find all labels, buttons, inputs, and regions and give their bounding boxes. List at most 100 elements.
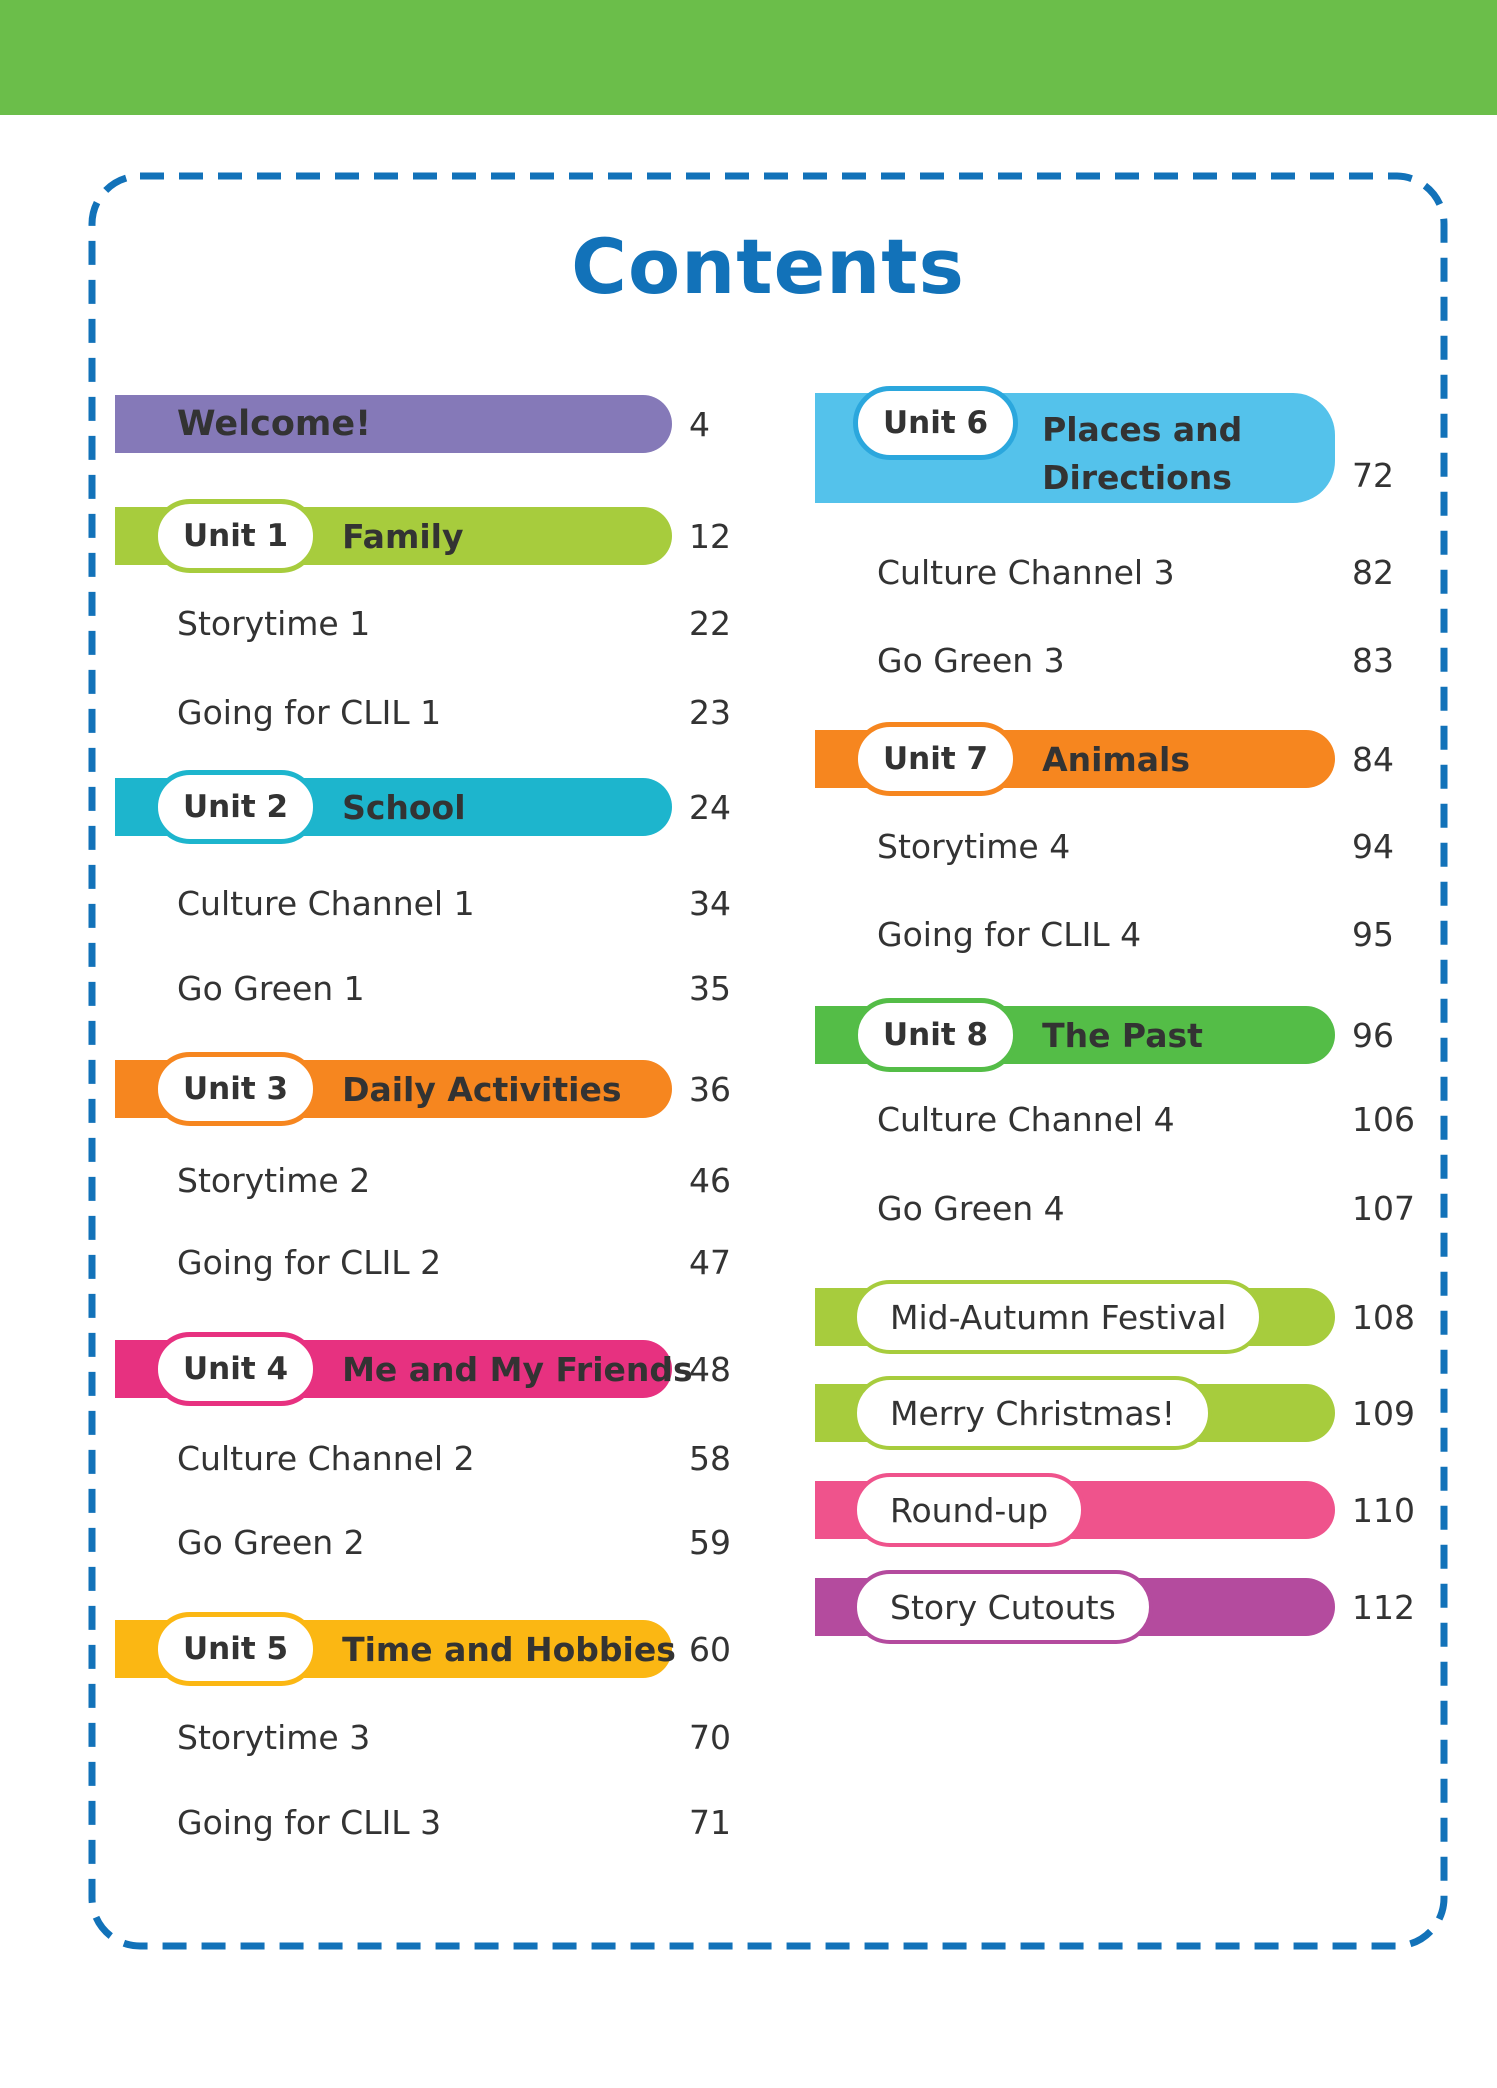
page-number: 72	[1352, 456, 1394, 495]
entry-label: Storytime 4	[877, 826, 1071, 866]
page-number: 46	[689, 1160, 731, 1200]
entry-label: Go Green 2	[177, 1522, 365, 1562]
page-number: 4	[689, 404, 710, 444]
page-number: 36	[689, 1069, 731, 1109]
entry-text-area: Storytime 4	[815, 826, 1335, 866]
entry-text-area: Go Green 4	[815, 1188, 1335, 1228]
entry-label: Go Green 3	[877, 640, 1065, 680]
page-number: 58	[689, 1438, 731, 1478]
entry-text-area: Go Green 1	[115, 968, 672, 1008]
unit-number-pill: Unit 4	[153, 1332, 319, 1406]
toc-row-culture-channel-4: Culture Channel 4 106	[815, 1099, 1415, 1139]
unit-title-line: Places and	[1042, 410, 1243, 449]
entry-label: Going for CLIL 4	[877, 914, 1142, 954]
page-number: 83	[1352, 640, 1394, 680]
page-number: 110	[1352, 1490, 1415, 1530]
entry-text-area: Going for CLIL 1	[115, 692, 672, 732]
toc-row-storytime-2: Storytime 2 46	[115, 1160, 731, 1200]
entry-text-area: Culture Channel 3	[815, 552, 1335, 592]
page-number: 59	[689, 1522, 731, 1562]
section-bar: Round-up	[815, 1473, 1335, 1547]
toc-row-storytime-4: Storytime 4 94	[815, 826, 1394, 866]
entry-text-area: Culture Channel 4	[815, 1099, 1335, 1139]
section-bar: Unit 6 Places and Directions	[815, 386, 1335, 503]
page-title: Contents	[571, 222, 965, 311]
toc-row-go-green-3: Go Green 3 83	[815, 640, 1394, 680]
unit-number-pill: Unit 5	[153, 1612, 319, 1686]
section-bar: Unit 1 Family	[115, 499, 672, 573]
section-bar: Unit 5 Time and Hobbies	[115, 1612, 676, 1686]
toc-row-go-green-1: Go Green 1 35	[115, 968, 731, 1008]
entry-label: Go Green 1	[177, 968, 365, 1008]
page-number: 107	[1352, 1188, 1415, 1228]
unit-number-pill: Unit 3	[153, 1052, 319, 1126]
page-number: 71	[689, 1802, 731, 1842]
unit-title: Family	[342, 516, 464, 556]
page-number: 108	[1352, 1297, 1415, 1337]
page-number: 94	[1352, 826, 1394, 866]
toc-row-going-for-clil-2: Going for CLIL 2 47	[115, 1242, 731, 1282]
page-number: 109	[1352, 1393, 1415, 1433]
page-number: 70	[689, 1717, 731, 1757]
entry-label: Culture Channel 4	[877, 1099, 1175, 1139]
toc-row-culture-channel-3: Culture Channel 3 82	[815, 552, 1394, 592]
unit-title: The Past	[1042, 1015, 1203, 1055]
section-bar: Unit 8 The Past	[815, 998, 1335, 1072]
entry-label: Culture Channel 1	[177, 883, 475, 923]
section-bar: Welcome!	[115, 395, 672, 453]
unit-title-line: Directions	[1042, 458, 1232, 497]
toc-row-go-green-4: Go Green 4 107	[815, 1188, 1415, 1228]
section-bar: Merry Christmas!	[815, 1376, 1335, 1450]
entry-label: Go Green 4	[877, 1188, 1065, 1228]
entry-text-area: Storytime 1	[115, 603, 672, 643]
toc-row-unit-5-time-and-hobbies: Unit 5 Time and Hobbies 60	[115, 1612, 731, 1686]
page-number: 106	[1352, 1099, 1415, 1139]
page-number: 82	[1352, 552, 1394, 592]
toc-row-welcome: Welcome! 4	[115, 395, 710, 453]
section-label: Welcome!	[177, 404, 372, 444]
toc-row-culture-channel-2: Culture Channel 2 58	[115, 1438, 731, 1478]
section-bar: Unit 7 Animals	[815, 722, 1335, 796]
toc-row-round-up: Round-up 110	[815, 1473, 1415, 1547]
entry-text-area: Going for CLIL 4	[815, 914, 1335, 954]
top-color-band	[0, 0, 1497, 115]
page-number: 47	[689, 1242, 731, 1282]
page-number: 22	[689, 603, 731, 643]
special-section-pill: Story Cutouts	[853, 1570, 1153, 1644]
unit-number-pill: Unit 6	[853, 386, 1019, 460]
toc-row-unit-7-animals: Unit 7 Animals 84	[815, 722, 1394, 796]
entry-label: Culture Channel 3	[877, 552, 1175, 592]
page-number: 35	[689, 968, 731, 1008]
toc-row-go-green-2: Go Green 2 59	[115, 1522, 731, 1562]
toc-row-culture-channel-1: Culture Channel 1 34	[115, 883, 731, 923]
toc-row-merry-christmas: Merry Christmas! 109	[815, 1376, 1415, 1450]
entry-text-area: Storytime 2	[115, 1160, 672, 1200]
unit-title: Animals	[1042, 739, 1191, 779]
toc-row-unit-2-school: Unit 2 School 24	[115, 770, 731, 844]
unit-number-pill: Unit 2	[153, 770, 319, 844]
unit-title: Daily Activities	[342, 1069, 622, 1109]
page-number: 96	[1352, 1015, 1394, 1055]
toc-row-going-for-clil-4: Going for CLIL 4 95	[815, 914, 1394, 954]
special-section-pill: Mid-Autumn Festival	[853, 1280, 1264, 1354]
page-number: 24	[689, 787, 731, 827]
toc-row-unit-3-daily-activities: Unit 3 Daily Activities 36	[115, 1052, 731, 1126]
unit-title: Places and Directions	[1042, 406, 1242, 502]
section-bar: Mid-Autumn Festival	[815, 1280, 1335, 1354]
toc-left-column: Welcome! 4 Unit 1 Family 12 Storytime 1 22 Goin…	[115, 0, 795, 2088]
entry-label: Going for CLIL 3	[177, 1802, 442, 1842]
entry-label: Storytime 3	[177, 1717, 371, 1757]
entry-text-area: Storytime 3	[115, 1717, 672, 1757]
page-number: 60	[689, 1629, 731, 1669]
unit-number-pill: Unit 7	[853, 722, 1019, 796]
entry-text-area: Go Green 2	[115, 1522, 672, 1562]
entry-label: Going for CLIL 2	[177, 1242, 442, 1282]
entry-label: Going for CLIL 1	[177, 692, 442, 732]
toc-row-mid-autumn-festival: Mid-Autumn Festival 108	[815, 1280, 1415, 1354]
toc-row-storytime-3: Storytime 3 70	[115, 1717, 731, 1757]
entry-text-area: Go Green 3	[815, 640, 1335, 680]
unit-number-pill: Unit 8	[853, 998, 1019, 1072]
page-number: 84	[1352, 739, 1394, 779]
unit-title: Time and Hobbies	[342, 1629, 676, 1669]
